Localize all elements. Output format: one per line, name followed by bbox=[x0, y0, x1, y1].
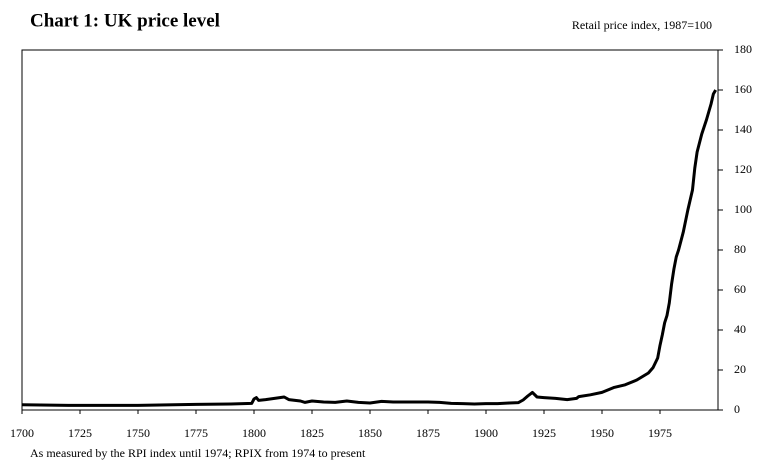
x-tick-label: 1800 bbox=[242, 426, 266, 440]
x-tick-label: 1775 bbox=[184, 426, 208, 440]
y-tick-label: 20 bbox=[734, 362, 746, 376]
x-tick-label: 1700 bbox=[10, 426, 34, 440]
y-tick-label: 0 bbox=[734, 402, 740, 416]
chart-subtitle: Retail price index, 1987=100 bbox=[572, 18, 712, 32]
y-tick-label: 80 bbox=[734, 242, 746, 256]
x-tick-label: 1875 bbox=[416, 426, 440, 440]
x-tick-label: 1950 bbox=[590, 426, 614, 440]
x-tick-label: 1850 bbox=[358, 426, 382, 440]
y-tick-label: 100 bbox=[734, 202, 752, 216]
plot-frame bbox=[21, 49, 719, 411]
line bbox=[21, 89, 717, 407]
y-tick-label: 60 bbox=[734, 282, 746, 296]
footnote: As measured by the RPI index until 1974;… bbox=[30, 446, 366, 460]
y-tick-label: 140 bbox=[734, 122, 752, 136]
x-tick-label: 1825 bbox=[300, 426, 324, 440]
x-tick-label: 1925 bbox=[532, 426, 556, 440]
y-tick-label: 160 bbox=[734, 82, 752, 96]
x-tick-label: 1725 bbox=[68, 426, 92, 440]
chart-title: Chart 1: UK price level bbox=[30, 10, 220, 31]
y-tick-label: 40 bbox=[734, 322, 746, 336]
y-tick-label: 120 bbox=[734, 162, 752, 176]
x-tick-label: 1975 bbox=[648, 426, 672, 440]
y-tick-label: 180 bbox=[734, 42, 752, 56]
x-tick-label: 1900 bbox=[474, 426, 498, 440]
x-tick-label: 1750 bbox=[126, 426, 150, 440]
